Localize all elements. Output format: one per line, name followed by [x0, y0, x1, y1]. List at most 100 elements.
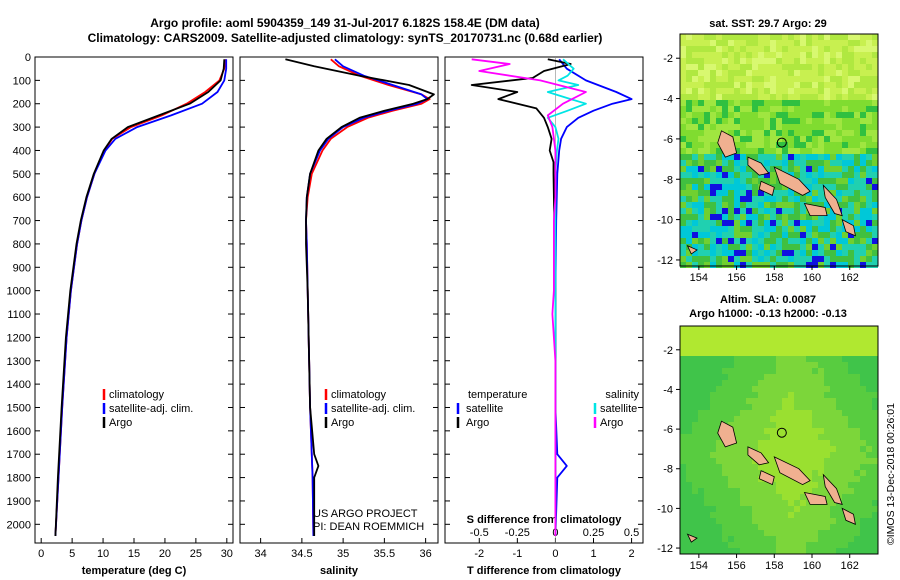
sla_map-cell — [836, 350, 842, 356]
sst_map-cell — [686, 160, 692, 166]
sst_map-cell — [830, 160, 836, 166]
sst_map-cell — [860, 118, 866, 124]
sla_map-cell — [848, 536, 854, 542]
sst_map-cell — [848, 136, 854, 142]
sst_map-cell — [698, 172, 704, 178]
sst_map-cell — [770, 130, 776, 136]
sla_map-cell — [830, 392, 836, 398]
sst_map-cell — [710, 88, 716, 94]
sla_map-cell — [776, 350, 782, 356]
sst_map-cell — [812, 34, 818, 40]
sla_map-cell — [824, 332, 830, 338]
sst_map-cell — [698, 178, 704, 184]
sst_map-cell — [722, 220, 728, 226]
sla_map-cell — [872, 440, 878, 446]
sst_map-cell — [710, 124, 716, 130]
sla_map-cell — [818, 488, 824, 494]
sla_map-cell — [866, 536, 872, 542]
sst_map-cell — [752, 214, 758, 220]
legend-salinity-title: salinity — [605, 389, 639, 401]
sst_map-cell — [872, 172, 878, 178]
sst_map-cell — [728, 94, 734, 100]
sst_map-island — [717, 130, 738, 158]
sla_map-cell — [740, 434, 746, 440]
sla_map-cell — [746, 398, 752, 404]
sla_map-cell — [800, 440, 806, 446]
sla_map-cell — [704, 530, 710, 536]
sla_map-cell — [860, 422, 866, 428]
sst_map-cell — [836, 232, 842, 238]
sst_map-cell — [746, 250, 752, 256]
sla_map-cell — [818, 350, 824, 356]
sst_map-cell — [872, 250, 878, 256]
sla_map-cell — [740, 440, 746, 446]
sla_map-cell — [752, 362, 758, 368]
sst_map-cell — [770, 136, 776, 142]
sla_map-cell — [860, 368, 866, 374]
sst_map-cell — [680, 52, 686, 58]
sla_map-cell — [866, 416, 872, 422]
sst_map-cell — [716, 82, 722, 88]
sst_map-cell — [704, 232, 710, 238]
sla_map-cell — [824, 422, 830, 428]
sst_map-cell — [788, 196, 794, 202]
sla_map-cell — [770, 344, 776, 350]
sla_map-cell — [710, 326, 716, 332]
sla_map-cell — [824, 452, 830, 458]
sst_map-cell — [806, 70, 812, 76]
sla_map-cell — [848, 446, 854, 452]
sla_map-cell — [764, 356, 770, 362]
sla_map-cell — [710, 446, 716, 452]
sla_map-cell — [722, 512, 728, 518]
sst_map-cell — [710, 112, 716, 118]
sla_map-cell — [866, 512, 872, 518]
sla_map-cell — [824, 410, 830, 416]
sst_map-cell — [722, 238, 728, 244]
sst_map-cell — [734, 172, 740, 178]
sla_map-cell — [716, 374, 722, 380]
sla_map-cell — [752, 326, 758, 332]
sla_map-cell — [782, 446, 788, 452]
sst_map-cell — [788, 136, 794, 142]
sst_map-cell — [866, 232, 872, 238]
sst_map-cell — [824, 262, 830, 268]
sla_map-cell — [722, 476, 728, 482]
sla_map-cell — [740, 518, 746, 524]
sst_map-cell — [872, 214, 878, 220]
sla_map-cell — [860, 530, 866, 536]
sla_map-cell — [830, 428, 836, 434]
sla_map-cell — [716, 380, 722, 386]
sla_map-cell — [704, 470, 710, 476]
sla_map-cell — [740, 350, 746, 356]
sla_map-cell — [830, 548, 836, 554]
sst_map-cell — [776, 94, 782, 100]
sst_map-cell — [818, 70, 824, 76]
sst_map-cell — [758, 202, 764, 208]
sla_map-cell — [680, 470, 686, 476]
sla_map-cell — [758, 518, 764, 524]
sst_map-cell — [860, 256, 866, 262]
sla_map-cell — [860, 356, 866, 362]
sla_map-cell — [866, 356, 872, 362]
sst_map-cell — [812, 232, 818, 238]
sla_map-cell — [836, 524, 842, 530]
sla_map-cell — [728, 362, 734, 368]
sla_map-cell — [698, 494, 704, 500]
sla_map-cell — [716, 344, 722, 350]
sst_map-island — [841, 218, 856, 237]
sst_map-cell — [776, 202, 782, 208]
sst_map-cell — [800, 118, 806, 124]
credit-line2: PI: DEAN ROEMMICH — [313, 521, 424, 533]
sla_map-cell — [770, 398, 776, 404]
sla_map-cell — [704, 404, 710, 410]
sst_map-cell — [740, 214, 746, 220]
sst_map-cell — [836, 136, 842, 142]
sst_map-cell — [734, 214, 740, 220]
temperature-xtick-label: 10 — [97, 548, 109, 560]
sst_map-cell — [836, 244, 842, 250]
sst_map-cell — [848, 148, 854, 154]
sst_map-cell — [680, 70, 686, 76]
sla_map-cell — [836, 386, 842, 392]
sst_map-cell — [794, 94, 800, 100]
sst_map-cell — [860, 166, 866, 172]
